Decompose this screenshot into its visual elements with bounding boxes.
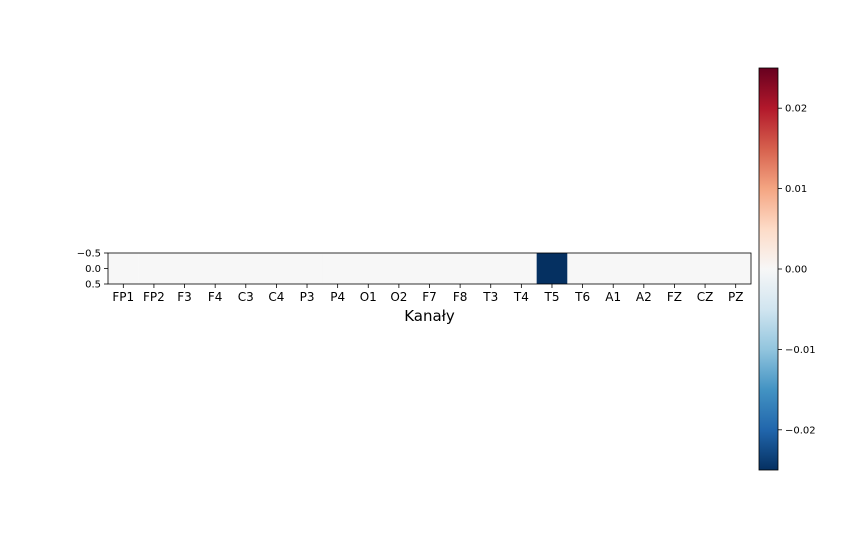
heatmap-cell-p3 <box>291 253 323 284</box>
x-axis-label: Kanały <box>404 307 455 325</box>
heatmap-cell-fz <box>659 253 691 284</box>
x-tick-label: FZ <box>667 290 682 304</box>
heatmap-cell-fp2 <box>138 253 170 284</box>
heatmap-cell-pz <box>720 253 752 284</box>
x-tick-label: PZ <box>728 290 743 304</box>
heatmap-cell-f3 <box>169 253 201 284</box>
x-tick-label: P3 <box>300 290 315 304</box>
heatmap-cell-cz <box>689 253 721 284</box>
heatmap-cell-a1 <box>597 253 629 284</box>
heatmap-cell-c4 <box>261 253 293 284</box>
y-tick-label: 0.5 <box>85 280 101 291</box>
heatmap-cells <box>108 253 752 284</box>
colorbar <box>758 67 779 471</box>
x-tick-label: T4 <box>513 290 529 304</box>
x-tick-label: O2 <box>390 290 407 304</box>
colorbar-tick-label: 0.02 <box>785 104 807 115</box>
heatmap-cell-p4 <box>322 253 354 284</box>
x-tick-label: F7 <box>422 290 437 304</box>
x-axis-ticks: FP1 FP2 F3 F4 C3 C4 P3 P4 O1 O2 F7 F8 T3 T4 T5 T6 A1 A2 FZ… <box>112 284 743 304</box>
x-tick-label: P4 <box>330 290 345 304</box>
heatmap-cell-o1 <box>352 253 384 284</box>
heatmap-cell-f7 <box>414 253 446 284</box>
x-tick-label: T5 <box>543 290 559 304</box>
y-axis-ticks: −0.5 0.0 0.5 <box>77 249 108 291</box>
x-tick-label: C4 <box>268 290 284 304</box>
heatmap-cell-t5 <box>536 253 568 284</box>
colorbar-ticks: −0.02 −0.01 0.00 0.01 0.02 <box>778 104 816 436</box>
heatmap-cell-fp1 <box>108 253 139 284</box>
x-tick-label: FP1 <box>112 290 134 304</box>
colorbar-tick-label: 0.01 <box>785 184 807 195</box>
heatmap-cell-t6 <box>567 253 599 284</box>
heatmap-cell-c3 <box>230 253 262 284</box>
heatmap-cell-t3 <box>475 253 507 284</box>
colorbar-tick-label: −0.01 <box>785 345 816 356</box>
heatmap-cell-f4 <box>199 253 231 284</box>
y-tick-label: 0.0 <box>85 264 101 275</box>
x-tick-label: FP2 <box>143 290 165 304</box>
heatmap-cell-t4 <box>506 253 537 284</box>
y-tick-label: −0.5 <box>77 249 101 260</box>
heatmap-cell-o2 <box>383 253 415 284</box>
x-tick-label: F3 <box>177 290 192 304</box>
x-tick-label: O1 <box>360 290 377 304</box>
x-tick-label: CZ <box>697 290 714 304</box>
x-tick-label: F8 <box>453 290 468 304</box>
heatmap-cell-f8 <box>444 253 476 284</box>
heatmap-cell-a2 <box>628 253 660 284</box>
colorbar-tick-label: −0.02 <box>785 425 816 436</box>
x-tick-label: F4 <box>208 290 223 304</box>
colorbar-tick-label: 0.00 <box>785 265 807 276</box>
x-tick-label: C3 <box>238 290 254 304</box>
x-tick-label: A1 <box>605 290 621 304</box>
x-tick-label: T6 <box>574 290 590 304</box>
x-tick-label: A2 <box>636 290 652 304</box>
x-tick-label: T3 <box>482 290 498 304</box>
